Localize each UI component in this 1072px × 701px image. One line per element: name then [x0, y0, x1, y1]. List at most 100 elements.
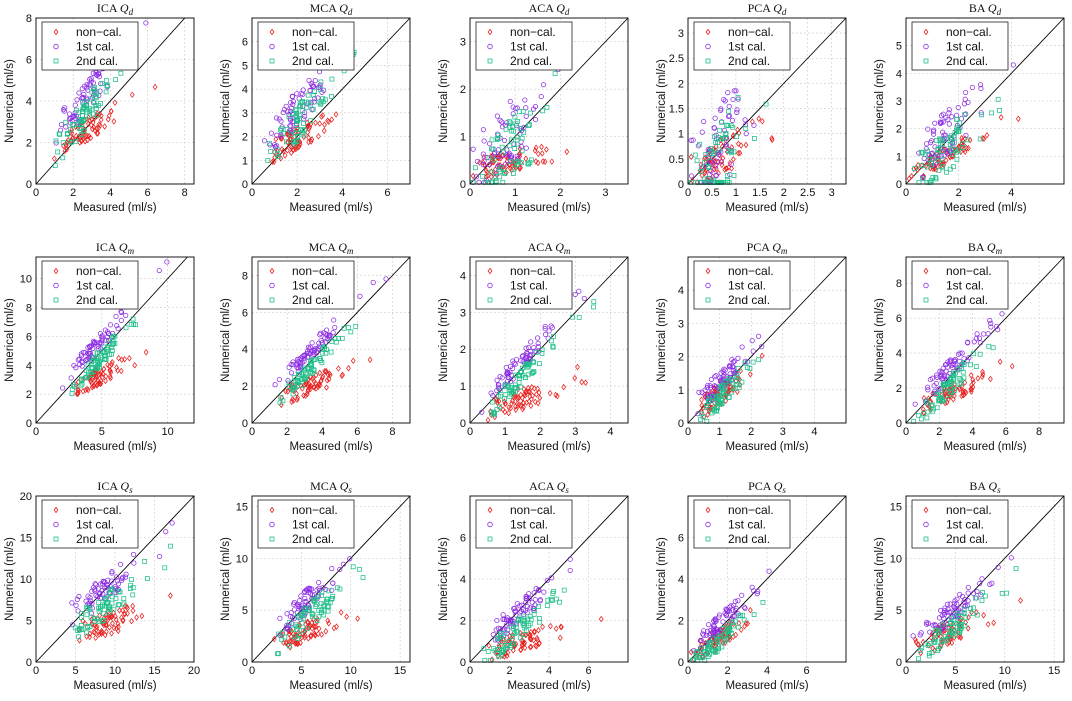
- point-2nd-cal: [933, 627, 939, 633]
- point-noncal: [975, 375, 981, 382]
- point-2nd-cal: [60, 155, 66, 161]
- legend-marker: [269, 297, 275, 303]
- point-2nd-cal: [312, 596, 318, 602]
- point-1st-cal: [947, 357, 954, 363]
- point-2nd-cal: [936, 167, 942, 173]
- legend-marker: [705, 297, 711, 303]
- legend-label: 1st cal.: [946, 518, 984, 532]
- point-1st-cal: [321, 330, 327, 336]
- point-2nd-cal: [944, 169, 950, 175]
- point-1st-cal: [347, 556, 353, 562]
- point-noncal: [336, 365, 341, 372]
- point-1st-cal: [503, 622, 509, 628]
- legend-label: non−cal.: [728, 503, 774, 517]
- point-2nd-cal: [99, 603, 105, 609]
- point-2nd-cal: [111, 333, 116, 339]
- point-noncal: [115, 627, 121, 635]
- point-2nd-cal: [502, 171, 508, 176]
- point-1st-cal: [734, 107, 740, 113]
- point-2nd-cal: [949, 136, 955, 142]
- axes-frame: [469, 495, 629, 663]
- point-2nd-cal: [957, 381, 963, 387]
- point-1st-cal: [749, 338, 755, 344]
- point-2nd-cal: [517, 373, 523, 379]
- point-noncal: [84, 385, 90, 393]
- point-2nd-cal: [63, 119, 69, 125]
- y-tick-label: 0: [896, 418, 902, 430]
- point-noncal: [294, 396, 300, 404]
- point-1st-cal: [504, 371, 510, 377]
- point-noncal: [130, 607, 136, 614]
- point-1st-cal: [924, 619, 930, 625]
- point-2nd-cal: [727, 628, 733, 633]
- point-noncal: [282, 152, 288, 159]
- point-noncal: [968, 372, 974, 379]
- x-tick-label: 6: [354, 426, 360, 438]
- point-noncal: [117, 607, 122, 614]
- legend-marker: [923, 58, 929, 64]
- point-1st-cal: [96, 71, 102, 77]
- point-1st-cal: [755, 588, 761, 594]
- point-1st-cal: [965, 339, 971, 345]
- point-noncal: [346, 364, 351, 372]
- point-2nd-cal: [497, 388, 503, 393]
- point-2nd-cal: [294, 121, 299, 127]
- point-2nd-cal: [920, 176, 926, 182]
- point-2nd-cal: [919, 163, 924, 168]
- point-noncal: [84, 132, 90, 140]
- point-noncal: [515, 393, 521, 401]
- legend-label: 1st cal.: [510, 40, 548, 54]
- point-1st-cal: [517, 610, 523, 616]
- point-noncal: [285, 130, 291, 138]
- y-tick-label: 5: [242, 60, 248, 72]
- identity-line: [905, 495, 1065, 663]
- point-1st-cal: [157, 553, 163, 560]
- point-2nd-cal: [298, 612, 304, 617]
- point-1st-cal: [712, 163, 719, 169]
- point-1st-cal: [476, 179, 482, 185]
- point-noncal: [109, 359, 115, 366]
- point-2nd-cal: [495, 650, 500, 656]
- point-2nd-cal: [971, 351, 977, 357]
- x-tick-label: 8: [389, 426, 395, 438]
- point-2nd-cal: [88, 370, 94, 375]
- point-2nd-cal: [346, 325, 351, 330]
- point-2nd-cal: [698, 646, 704, 652]
- legend-marker: [269, 282, 275, 289]
- point-1st-cal: [512, 605, 518, 611]
- point-1st-cal: [725, 113, 732, 119]
- point-noncal: [306, 125, 312, 133]
- point-2nd-cal: [117, 589, 123, 595]
- legend-label: 2nd cal.: [728, 293, 770, 307]
- point-noncal: [270, 158, 275, 165]
- point-1st-cal: [730, 613, 736, 619]
- point-noncal: [284, 638, 289, 646]
- point-noncal: [295, 394, 301, 402]
- point-noncal: [129, 91, 135, 99]
- point-2nd-cal: [942, 385, 947, 390]
- point-2nd-cal: [751, 612, 757, 617]
- point-noncal: [537, 394, 543, 402]
- point-noncal: [313, 379, 318, 387]
- point-2nd-cal: [968, 606, 973, 611]
- y-tick-label: 1: [678, 385, 684, 397]
- legend-label: 2nd cal.: [946, 532, 988, 546]
- point-noncal: [759, 118, 765, 125]
- point-noncal: [107, 613, 112, 621]
- point-2nd-cal: [309, 611, 315, 616]
- point-2nd-cal: [99, 618, 105, 624]
- point-noncal: [290, 396, 295, 403]
- point-1st-cal: [524, 595, 530, 601]
- point-2nd-cal: [947, 629, 952, 635]
- point-1st-cal: [716, 149, 722, 156]
- point-noncal: [969, 608, 974, 616]
- point-1st-cal: [309, 592, 315, 598]
- point-2nd-cal: [745, 365, 750, 370]
- point-2nd-cal: [726, 625, 731, 631]
- point-1st-cal: [312, 346, 318, 352]
- point-noncal: [970, 379, 976, 386]
- x-tick-label: 0: [33, 426, 39, 438]
- y-tick-label: 4: [242, 84, 248, 96]
- point-2nd-cal: [295, 636, 300, 641]
- point-2nd-cal: [718, 401, 724, 407]
